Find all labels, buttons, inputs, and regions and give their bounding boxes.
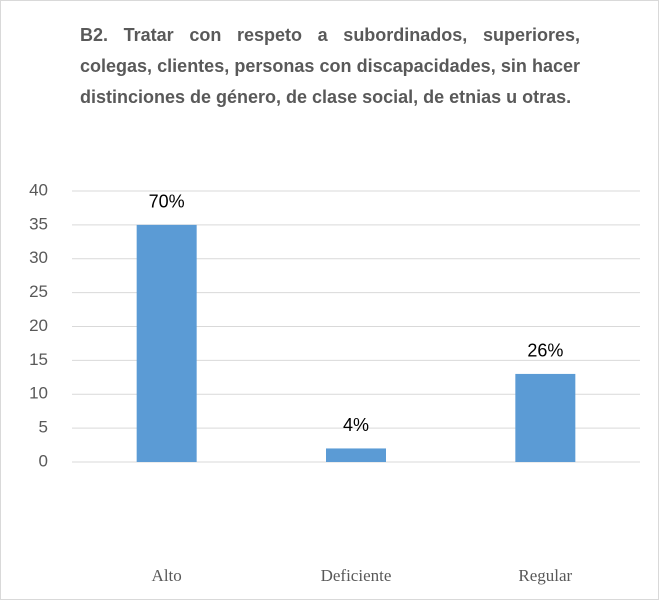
y-tick-label: 5 (39, 418, 48, 437)
value-label: 26% (527, 341, 563, 361)
x-tick-label: Alto (152, 566, 182, 585)
y-tick-label: 15 (29, 350, 48, 369)
value-label: 70% (149, 192, 185, 212)
x-tick-label: Deficiente (321, 566, 392, 585)
y-tick-label: 40 (29, 180, 48, 199)
y-tick-label: 25 (29, 282, 48, 301)
x-tick-label: Regular (518, 566, 572, 585)
y-tick-label: 0 (39, 451, 48, 470)
bar (136, 224, 197, 462)
y-tick-label: 30 (29, 248, 48, 267)
bar (326, 448, 386, 462)
y-tick-label: 10 (29, 384, 48, 403)
y-tick-label: 35 (29, 214, 48, 233)
value-label: 4% (343, 415, 369, 435)
y-tick-label: 20 (29, 316, 48, 335)
chart-title: B2. Tratar con respeto a subordinados, s… (80, 25, 580, 107)
bar (515, 373, 576, 462)
